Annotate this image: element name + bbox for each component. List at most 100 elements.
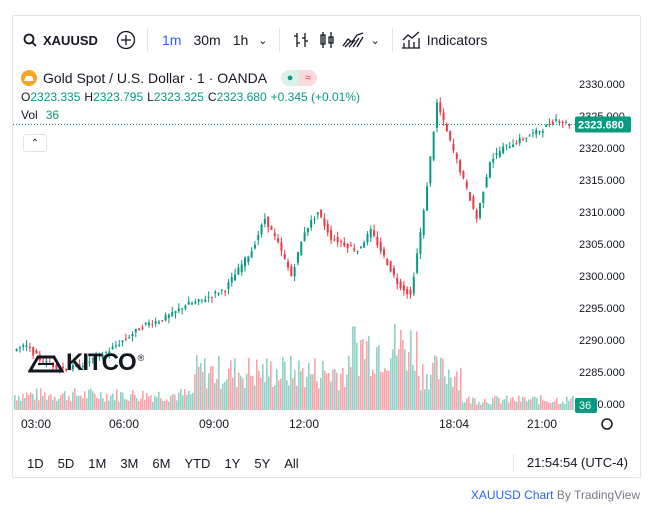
candle-body: [121, 340, 124, 343]
area-style-button[interactable]: [340, 27, 366, 53]
candle-body: [61, 366, 64, 368]
volume-bar: [500, 403, 502, 410]
volume-bar: [84, 391, 86, 410]
volume-bar: [414, 370, 416, 410]
attribution[interactable]: XAUUSD Chart By TradingView: [471, 488, 640, 502]
candle-body: [35, 350, 38, 354]
volume-bar: [498, 397, 500, 410]
volume-bar: [172, 394, 174, 410]
price-tick-label: 2295.000: [579, 303, 625, 315]
indicators-button[interactable]: Indicators: [401, 31, 487, 49]
timezone-clock[interactable]: 21:54:54 (UTC-4): [526, 455, 628, 470]
candle-body: [98, 353, 101, 357]
volume-bar: [144, 399, 146, 410]
candle-body: [455, 153, 458, 160]
volume-bar: [408, 351, 410, 410]
range-1d[interactable]: 1D: [27, 455, 44, 471]
candle-body: [346, 244, 349, 249]
candle-body: [22, 345, 25, 347]
volume-bar: [526, 401, 528, 410]
volume-bar: [124, 398, 126, 410]
volume-bar: [226, 379, 228, 410]
interval-chevron-down-icon[interactable]: ⌄: [258, 34, 268, 47]
price-chart[interactable]: 2330.0002325.0002320.0002315.0002310.000…: [13, 16, 642, 446]
candle-body: [435, 102, 438, 128]
interval-30m[interactable]: 30m: [193, 32, 221, 48]
range-5d[interactable]: 5D: [57, 455, 75, 471]
volume-bar: [534, 396, 536, 410]
candle-style-button[interactable]: [314, 27, 340, 53]
volume-bar: [44, 392, 46, 410]
volume-bar: [18, 395, 20, 410]
volume-bar: [200, 363, 202, 410]
volume-bar: [476, 404, 478, 410]
volume-bar: [328, 372, 330, 410]
candle-body: [535, 129, 538, 135]
kitco-logo-icon: [28, 355, 64, 373]
volume-bar: [422, 364, 424, 410]
compare-button[interactable]: [113, 27, 139, 53]
volume-bar: [332, 369, 334, 410]
time-tick-label: 06:00: [109, 417, 139, 431]
candle-body: [339, 241, 342, 243]
volume-bar: [384, 368, 386, 410]
volume-bar: [158, 391, 160, 410]
candle-body: [459, 160, 462, 173]
chart-type-chevron-down-icon[interactable]: ⌄: [370, 34, 380, 47]
attribution-link[interactable]: XAUUSD Chart: [470, 488, 554, 502]
volume-bar: [74, 388, 76, 410]
volume-bar: [32, 394, 34, 410]
volume-bar: [572, 395, 574, 410]
candle-body: [462, 171, 465, 178]
volume-bar: [536, 398, 538, 410]
range-5y[interactable]: 5Y: [254, 455, 271, 471]
range-1y[interactable]: 1Y: [224, 455, 241, 471]
candle-body: [15, 348, 18, 351]
volume-bar: [326, 373, 328, 410]
current-volume-badge: [575, 398, 597, 413]
range-1m[interactable]: 1M: [88, 455, 107, 471]
volume-bar: [556, 398, 558, 410]
collapse-legend-button[interactable]: ⌃: [23, 134, 47, 152]
candle-body: [52, 362, 55, 368]
volume-bar: [432, 362, 434, 410]
volume-bar: [368, 336, 370, 410]
candle-body: [247, 256, 250, 263]
range-all[interactable]: All: [284, 455, 299, 471]
candle-body: [191, 302, 194, 305]
candle-body: [392, 268, 395, 276]
interval-1m[interactable]: 1m: [162, 32, 182, 48]
range-3m[interactable]: 3M: [120, 455, 139, 471]
candle-body: [75, 364, 78, 367]
candle-body: [200, 299, 203, 301]
toolbar-divider: [279, 28, 281, 52]
volume-bar: [126, 399, 128, 410]
candle-body: [406, 288, 409, 295]
volume-bar: [218, 355, 220, 410]
volume-bar: [308, 363, 310, 410]
volume-bar: [170, 395, 172, 410]
market-status-badge[interactable]: ● ≈: [281, 70, 318, 86]
range-6m[interactable]: 6M: [152, 455, 171, 471]
bar-style-button[interactable]: [288, 27, 314, 53]
volume-bar: [198, 366, 200, 410]
candle-body: [293, 267, 296, 277]
candle-body: [217, 293, 220, 295]
candle-body: [389, 261, 392, 272]
candle-body: [316, 212, 319, 215]
volume-bar: [310, 374, 312, 410]
volume-bar: [244, 388, 246, 410]
time-tick-label: 21:00: [527, 417, 557, 431]
volume-bar: [568, 400, 570, 410]
volume-bar: [282, 357, 284, 410]
candle-body: [518, 137, 521, 144]
settings-gear-icon[interactable]: [601, 418, 613, 430]
volume-bar: [48, 395, 50, 410]
interval-1h[interactable]: 1h: [232, 32, 249, 48]
range-ytd[interactable]: YTD: [184, 455, 211, 471]
symbol-search[interactable]: XAUUSD: [23, 33, 113, 48]
volume-bar: [168, 401, 170, 410]
price-tick-label: 2290.000: [579, 335, 625, 347]
volume-bar: [224, 381, 226, 410]
candle-body: [55, 364, 58, 369]
